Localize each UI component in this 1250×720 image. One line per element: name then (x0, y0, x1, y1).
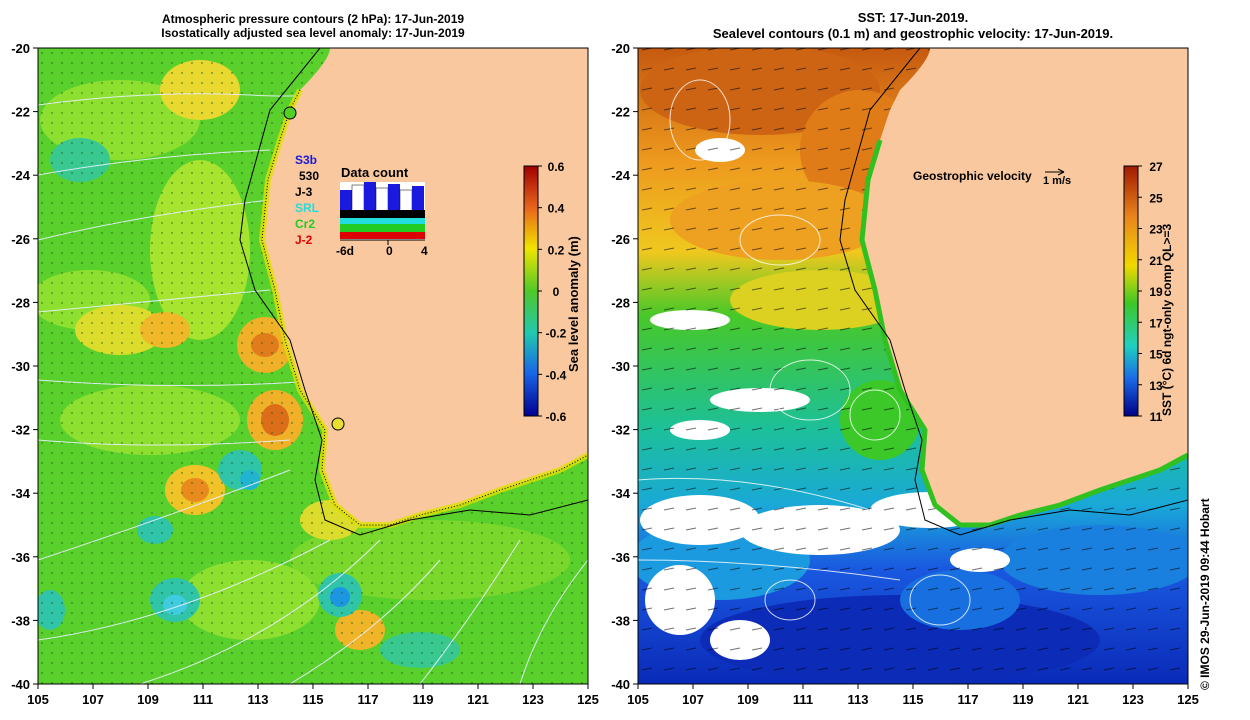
left-y-tick-label: -20 (11, 41, 30, 56)
sst-colorbar-tick-label: 21 (1149, 254, 1163, 268)
sst-colorbar-tick-label: 13 (1149, 379, 1163, 393)
sla-colorbar-tick-label: -0.2 (546, 327, 567, 341)
sst-colorbar-tick-label: 17 (1149, 316, 1163, 330)
sst-colorbar-label: SST (°C) 6d ngt-only comp QL>=3 (1160, 223, 1174, 416)
mission-530: 530 (299, 169, 320, 183)
left-x-tick-label: 117 (358, 692, 379, 707)
left-x-tick-label: 111 (193, 692, 213, 707)
right-title-line2: Sealevel contours (0.1 m) and geostrophi… (712, 26, 1114, 41)
left-title-line1: Atmospheric pressure contours (2 hPa): 1… (161, 12, 465, 26)
right-x-axis: 105 107 109 111 113 115 117 119 121 123 125 (627, 684, 1199, 707)
right-x-tick-label: 113 (848, 692, 869, 707)
sst-colorbar-tick-label: 27 (1149, 160, 1163, 174)
data-count-x-tick-start: -6d (336, 244, 354, 258)
velocity-legend-label: Geostrophic velocity (913, 169, 1032, 183)
right-x-tick-label: 111 (793, 692, 813, 707)
right-y-tick-label: -38 (611, 613, 630, 628)
right-panel-title: SST: 17-Jun-2019. Sealevel contours (0.1… (638, 10, 1188, 42)
right-y-tick-label: -26 (611, 232, 630, 247)
left-y-tick-label: -32 (11, 423, 30, 438)
sst-colorbar (1123, 165, 1139, 417)
mission-legend: S3b 530 J-3 SRL Cr2 J-2 (295, 152, 319, 248)
right-y-tick-label: -34 (611, 486, 631, 501)
right-title-line1: SST: 17-Jun-2019. (857, 10, 969, 25)
sla-colorbar-tick-label: 0.4 (548, 202, 565, 216)
right-x-tick-label: 115 (903, 692, 924, 707)
sst-field (638, 48, 1188, 684)
sst-colorbar-tick-label: 15 (1149, 348, 1163, 362)
right-y-tick-label: -36 (611, 550, 630, 565)
left-x-tick-label: 115 (303, 692, 324, 707)
right-y-tick-label: -40 (611, 677, 630, 692)
data-count-x-tick-zero: 0 (386, 244, 393, 258)
data-count-x-tick-end: 4 (421, 244, 428, 258)
left-y-tick-label: -26 (11, 232, 30, 247)
right-y-tick-label: -20 (611, 41, 630, 56)
right-x-tick-label: 125 (1177, 692, 1199, 707)
data-count-chart (340, 182, 425, 245)
left-x-tick-label: 125 (577, 692, 599, 707)
sst-colorbar-tick-label: 11 (1150, 410, 1163, 424)
sst-colorbar-ticks: 27 25 23 21 19 17 15 13 11 (1138, 160, 1163, 424)
left-x-tick-label: 107 (82, 692, 104, 707)
mission-j3: J-3 (295, 185, 313, 199)
left-x-tick-label: 123 (522, 692, 544, 707)
right-y-tick-label: -22 (611, 105, 630, 120)
left-y-tick-label: -40 (11, 677, 30, 692)
left-x-axis: 105 107 109 111 113 115 117 119 121 123 125 (27, 684, 599, 707)
sla-colorbar-label: Sea level anomaly (m) (566, 236, 581, 372)
data-count-title: Data count (341, 165, 409, 180)
left-y-tick-label: -36 (11, 550, 30, 565)
velocity-scale-label: 1 m/s (1043, 175, 1072, 187)
left-panel-title: Atmospheric pressure contours (2 hPa): 1… (38, 12, 588, 40)
left-x-tick-label: 113 (248, 692, 269, 707)
sla-colorbar-tick-label: -0.4 (546, 368, 567, 382)
sla-colorbar-tick-label: 0.2 (548, 243, 565, 257)
right-x-tick-label: 119 (1013, 692, 1034, 707)
right-x-tick-label: 109 (737, 692, 759, 707)
left-x-tick-label: 105 (27, 692, 49, 707)
right-y-tick-label: -30 (611, 359, 630, 374)
sst-colorbar-tick-label: 23 (1149, 223, 1163, 237)
right-x-tick-label: 123 (1122, 692, 1144, 707)
left-y-tick-label: -38 (11, 613, 30, 628)
left-y-tick-label: -30 (11, 359, 30, 374)
right-x-tick-label: 105 (627, 692, 649, 707)
right-x-tick-label: 117 (958, 692, 979, 707)
right-y-tick-label: -32 (611, 423, 630, 438)
sla-colorbar-tick-label: 0 (553, 285, 560, 299)
right-x-tick-label: 121 (1067, 692, 1089, 707)
mission-srl: SRL (295, 201, 319, 215)
left-y-tick-label: -22 (11, 105, 30, 120)
left-x-tick-label: 119 (413, 692, 434, 707)
sla-colorbar (523, 165, 539, 417)
left-y-axis: -20 -22 -24 -26 -28 -30 -32 -34 -36 -38 -40 (11, 41, 38, 692)
sla-colorbar-tick-label: -0.6 (546, 410, 567, 424)
left-title-line2: Isostatically adjusted sea level anomaly… (161, 26, 465, 40)
right-y-tick-label: -28 (611, 295, 630, 310)
mission-s3b: S3b (295, 153, 318, 167)
left-y-tick-label: -24 (11, 168, 31, 183)
sst-colorbar-tick-label: 19 (1149, 285, 1163, 299)
left-x-tick-label: 109 (137, 692, 159, 707)
right-x-tick-label: 107 (682, 692, 704, 707)
sla-colorbar-tick-label: 0.6 (548, 160, 565, 174)
left-x-tick-label: 121 (467, 692, 489, 707)
sla-colorbar-ticks: 0.6 0.4 0.2 0 -0.2 -0.4 -0.6 (538, 160, 567, 424)
credit-label: © IMOS 29-Jun-2019 09:44 Hobart (1198, 498, 1212, 690)
sla-field (38, 48, 588, 684)
right-y-axis: -20 -22 -24 -26 -28 -30 -32 -34 -36 -38 -40 (611, 41, 638, 692)
sst-colorbar-tick-label: 25 (1149, 191, 1163, 205)
mission-cr2: Cr2 (295, 217, 316, 231)
left-y-tick-label: -34 (11, 486, 31, 501)
left-y-tick-label: -28 (11, 295, 30, 310)
mission-j2: J-2 (295, 233, 313, 247)
right-y-tick-label: -24 (611, 168, 631, 183)
